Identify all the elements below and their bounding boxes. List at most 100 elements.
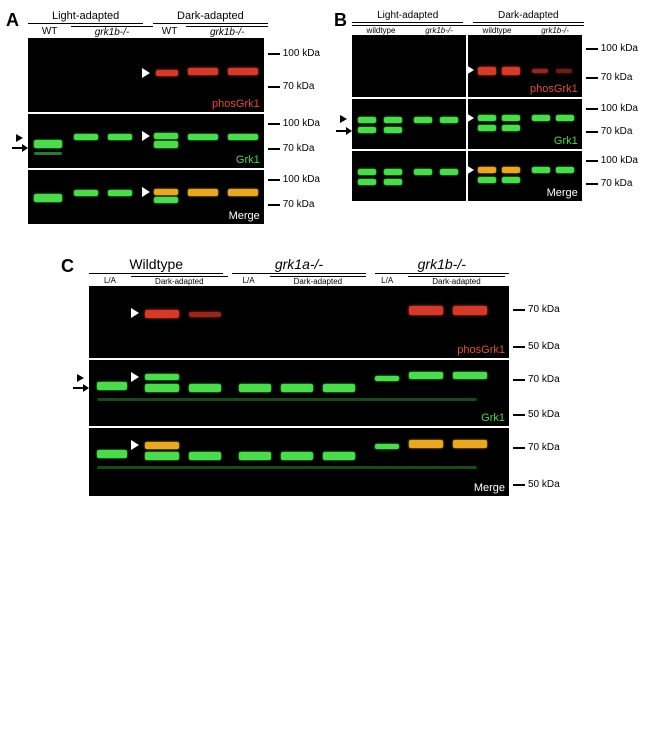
- band: [74, 134, 98, 140]
- tick: 50 kDa: [513, 409, 560, 420]
- tick: 100 kDa: [268, 118, 320, 129]
- band: [358, 179, 376, 185]
- band: [358, 127, 376, 133]
- band: [414, 117, 432, 123]
- band: [532, 167, 550, 173]
- group: grk1a-/-: [232, 256, 366, 274]
- group: grk1b-/-: [375, 256, 509, 274]
- tick: 100 kDa: [586, 43, 638, 54]
- tick: 100 kDa: [586, 155, 638, 166]
- band: [145, 452, 179, 460]
- panel-c-blot-merge: Merge: [89, 428, 509, 496]
- panel-a-lanes: WT grk1b-/- WT grk1b-/-: [28, 26, 268, 38]
- band: [478, 177, 496, 183]
- lane: Dark-adapted: [270, 276, 367, 286]
- arrowhead-icon: [16, 134, 23, 142]
- band: [532, 69, 548, 73]
- tick: 70 kDa: [513, 374, 560, 385]
- group-light: Light-adapted: [28, 10, 143, 24]
- tick: 70 kDa: [513, 304, 560, 315]
- protein-label: Grk1: [481, 412, 505, 424]
- protein-label: phosGrk1: [212, 98, 260, 110]
- band: [145, 310, 179, 318]
- group-dark: Dark-adapted: [473, 10, 584, 23]
- band: [228, 68, 258, 75]
- band: [323, 452, 355, 460]
- band: [384, 179, 402, 185]
- tick: 100 kDa: [586, 103, 638, 114]
- arrowhead-icon: [131, 440, 139, 450]
- band: [34, 140, 62, 148]
- band: [189, 452, 221, 460]
- ladder: 70 kDa 50 kDa: [513, 286, 560, 358]
- band: [375, 376, 399, 381]
- band: [323, 384, 355, 392]
- panel-b-blot2-row: Grk1 100 kDa 70 kDa: [352, 99, 638, 149]
- band: [188, 68, 218, 75]
- band: [228, 189, 258, 196]
- band: [502, 115, 520, 121]
- panel-c-lanes: L/A Dark-adapted L/A Dark-adapted L/A Da…: [89, 276, 509, 286]
- band: [239, 452, 271, 460]
- panel-c-blot2-row: Grk1 70 kDa 50 kDa: [89, 360, 585, 426]
- tick: 70 kDa: [268, 143, 320, 154]
- protein-label: phosGrk1: [530, 83, 578, 95]
- protein-label: Grk1: [554, 135, 578, 147]
- band: [188, 189, 218, 196]
- panel-a-blot-merge: Merge: [28, 170, 264, 224]
- band: [97, 398, 477, 401]
- tick: 70 kDa: [586, 126, 638, 137]
- band: [409, 372, 443, 379]
- band: [384, 117, 402, 123]
- band: [108, 190, 132, 196]
- band: [532, 115, 550, 121]
- panel-a: A Light-adapted Dark-adapted WT grk1b-/-…: [10, 10, 320, 226]
- panel-b: B Light-adapted Dark-adapted wildtype gr…: [338, 10, 638, 226]
- arrowhead-icon: [468, 165, 474, 175]
- band: [409, 306, 443, 315]
- band: [154, 133, 178, 139]
- lane: grk1b-/-: [526, 25, 584, 35]
- band: [34, 152, 62, 155]
- band: [409, 440, 443, 448]
- band: [358, 169, 376, 175]
- band: [189, 312, 221, 317]
- panel-b-blot3-row: Merge 100 kDa 70 kDa: [352, 151, 638, 201]
- tick: 70 kDa: [268, 81, 320, 92]
- lane: Dark-adapted: [408, 276, 505, 286]
- panel-a-blot-grk1: Grk1: [28, 114, 264, 168]
- tick: 100 kDa: [268, 48, 320, 59]
- band: [384, 127, 402, 133]
- arrowhead-icon: [340, 115, 347, 123]
- panel-b-groups: Light-adapted Dark-adapted: [352, 10, 584, 23]
- lane: L/A: [366, 276, 408, 286]
- band: [97, 382, 127, 390]
- group: Wildtype: [89, 256, 223, 274]
- ladder: 100 kDa 70 kDa: [268, 114, 320, 168]
- panel-b-blot-phos-right: phosGrk1: [468, 35, 582, 97]
- ladder: 100 kDa 70 kDa: [586, 151, 638, 201]
- panel-b-blot-grk1-right: Grk1: [468, 99, 582, 149]
- top-row: A Light-adapted Dark-adapted WT grk1b-/-…: [10, 10, 640, 226]
- protein-label: Grk1: [236, 154, 260, 166]
- ladder: 100 kDa 70 kDa: [268, 170, 320, 224]
- panel-c-groups: Wildtype grk1a-/- grk1b-/-: [89, 256, 509, 274]
- tick: 70 kDa: [586, 72, 638, 83]
- protein-label: phosGrk1: [457, 344, 505, 356]
- panel-c-blot-phos: phosGrk1: [89, 286, 509, 358]
- band: [108, 134, 132, 140]
- band: [281, 452, 313, 460]
- band: [478, 167, 496, 173]
- lane: wildtype: [468, 25, 526, 35]
- ladder: 70 kDa 50 kDa: [513, 360, 560, 426]
- panel-a-label: A: [6, 10, 19, 31]
- band: [375, 444, 399, 449]
- lane-grk1b2: grk1b-/-: [186, 26, 268, 38]
- lane: grk1b-/-: [410, 25, 468, 35]
- ladder: 100 kDa 70 kDa: [586, 35, 638, 97]
- band: [502, 125, 520, 131]
- panel-a-blot2-row: Grk1 100 kDa 70 kDa: [28, 114, 320, 168]
- panel-b-blot-merge-right: Merge: [468, 151, 582, 201]
- panel-c-blot-grk1: Grk1: [89, 360, 509, 426]
- panel-a-blot-phosgrk1: phosGrk1: [28, 38, 264, 112]
